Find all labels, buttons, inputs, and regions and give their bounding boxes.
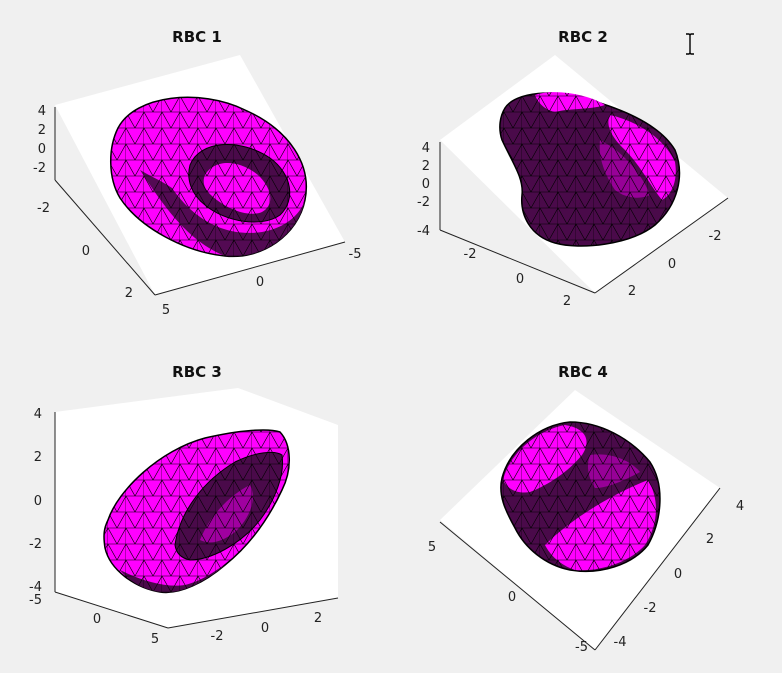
y-tick: 5 [151, 632, 159, 647]
z-tick: -5 [575, 640, 588, 655]
subplot-title: RBC 1 [172, 28, 222, 46]
z-tick: 0 [508, 590, 516, 605]
z-axis [439, 521, 596, 651]
x-axis [439, 229, 596, 294]
x-tick: -2 [211, 629, 224, 644]
z-tick: -4 [417, 224, 430, 239]
z-tick: 4 [34, 407, 42, 422]
z-tick: -2 [29, 537, 42, 552]
z-tick: 2 [34, 450, 42, 465]
x-tick: -2 [464, 247, 477, 262]
z-tick: 5 [428, 540, 436, 555]
y-tick: -2 [644, 601, 657, 616]
z-tick: 0 [38, 142, 46, 157]
rbc-dimple-highlight [203, 162, 271, 214]
y-tick: 2 [628, 284, 636, 299]
rbc-bottom-shadow [120, 565, 225, 593]
x-tick: 0 [516, 272, 524, 287]
y-tick: 0 [674, 567, 682, 582]
rbc-highlight-top [535, 92, 605, 112]
text-cursor-icon [686, 33, 694, 55]
y-tick: 4 [736, 499, 744, 514]
y-tick: 0 [82, 244, 90, 259]
y-axis [594, 487, 721, 651]
y-tick: 0 [668, 257, 676, 272]
subplot-title: RBC 3 [172, 363, 222, 381]
subplot-title: RBC 2 [558, 28, 608, 46]
subplot-rbc2: RBC 2 4 2 0 -2 -4 -2 0 2 -2 0 2 [417, 28, 729, 309]
z-tick: 0 [34, 494, 42, 509]
x-tick: 0 [256, 275, 264, 290]
y-tick: -2 [37, 201, 50, 216]
subplot-rbc1: RBC 1 4 2 0 -2 -2 0 2 -5 0 5 [33, 28, 361, 318]
x-tick: 2 [563, 294, 571, 309]
y-axis [54, 591, 169, 629]
y-axis [594, 197, 729, 294]
rbc-shadow [140, 170, 305, 257]
rbc-mid-band [587, 454, 640, 488]
z-tick: 4 [38, 104, 46, 119]
rbc-mid-band [599, 140, 650, 198]
x-tick: -5 [349, 247, 362, 262]
z-tick: -2 [33, 161, 46, 176]
z-tick: 2 [422, 159, 430, 174]
y-tick: 0 [93, 612, 101, 627]
subplot-rbc3: RBC 3 4 2 0 -2 -4 -5 0 5 -2 0 2 [29, 363, 339, 647]
x-axis [167, 597, 339, 629]
z-tick: 0 [422, 177, 430, 192]
subplot-rbc4: RBC 4 5 0 -5 4 2 0 -2 -4 [428, 363, 744, 655]
y-tick: -4 [614, 635, 627, 650]
y-tick: 2 [125, 286, 133, 301]
x-tick: 0 [261, 621, 269, 636]
x-axis [154, 241, 346, 296]
y-tick: -5 [29, 593, 42, 608]
rbc-highlight-top [503, 425, 587, 493]
y-axis [54, 179, 156, 296]
subplot-title: RBC 4 [558, 363, 608, 381]
z-tick: 4 [422, 141, 430, 156]
x-tick: 2 [314, 611, 322, 626]
z-tick: -2 [417, 195, 430, 210]
rbc-highlight-right [608, 115, 676, 200]
y-tick: -2 [709, 229, 722, 244]
y-tick: 2 [706, 532, 714, 547]
z-tick: 2 [38, 123, 46, 138]
x-tick: 5 [162, 303, 170, 318]
rbc-dimple-mid [200, 485, 253, 543]
z-tick: -4 [29, 580, 42, 595]
rbc-highlight-bottom [545, 480, 656, 571]
